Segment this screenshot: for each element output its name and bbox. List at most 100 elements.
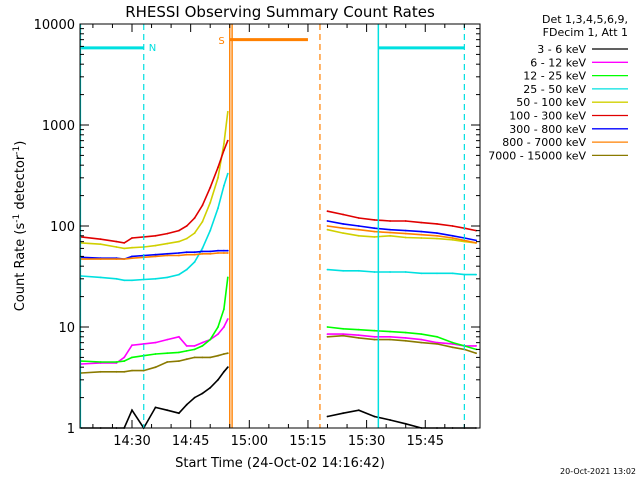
point-800-7000-kev-2-1 — [326, 225, 329, 227]
point-100-300-kev-2-7 — [420, 221, 423, 224]
point-100-300-kev-2-9 — [451, 225, 454, 227]
point-25-50-kev-2-8 — [436, 272, 438, 275]
point-50-100-kev-2-5 — [389, 234, 391, 237]
point-12-25-kev-2-2 — [342, 327, 344, 330]
point-50-100-kev-1-11 — [193, 232, 196, 235]
legend-label-25-50-kev: 25 - 50 keV — [523, 83, 586, 96]
point-800-7000-kev-1-16 — [226, 252, 229, 254]
point-50-100-kev-1-8 — [166, 242, 169, 245]
point-800-7000-kev-1-9 — [178, 254, 180, 257]
point-3-6-kev-1-12 — [201, 392, 204, 395]
point-50-100-kev-2-6 — [404, 236, 407, 239]
point-3-6-kev-1-13 — [209, 386, 212, 389]
legend-header-line-1: Det 1,3,4,5,6,9, — [542, 13, 628, 26]
point-300-800-kev-1-14 — [217, 249, 219, 252]
point-100-300-kev-1-12 — [201, 204, 204, 207]
point-100-300-kev-1-2 — [99, 238, 102, 241]
point-6-12-kev-1-15 — [223, 326, 225, 328]
point-300-800-kev-1-8 — [166, 252, 169, 255]
point-300-800-kev-2-3 — [357, 225, 360, 227]
point-50-100-kev-2-4 — [373, 236, 376, 238]
point-50-100-kev-1-3 — [115, 246, 118, 248]
point-800-7000-kev-2-2 — [342, 227, 344, 230]
point-6-12-kev-1-12 — [201, 341, 204, 344]
point-800-7000-kev-1-4 — [123, 258, 126, 260]
point-800-7000-kev-1-2 — [99, 258, 102, 260]
point-7000-15000-kev-2-11 — [475, 352, 477, 355]
point-3-6-kev-1-5 — [131, 409, 133, 412]
legend-label-7000-15000-kev: 7000 - 15000 keV — [488, 149, 586, 162]
point-7000-15000-kev-1-9 — [178, 360, 180, 362]
point-300-800-kev-2-8 — [436, 232, 438, 235]
point-25-50-kev-2-1 — [326, 268, 329, 271]
legend-label-12-25-kev: 12 - 25 keV — [523, 70, 586, 83]
point-3-6-kev-1-11 — [193, 396, 196, 399]
point-6-12-kev-1-5 — [131, 344, 133, 347]
point-100-300-kev-1-11 — [193, 217, 196, 219]
point-6-12-kev-1-11 — [193, 345, 196, 347]
point-800-7000-kev-2-3 — [357, 228, 360, 231]
point-50-100-kev-1-16 — [226, 110, 229, 113]
point-3-6-kev-1-15 — [223, 370, 225, 373]
point-100-300-kev-1-14 — [217, 166, 219, 169]
point-25-50-kev-2-3 — [357, 269, 360, 272]
point-300-800-kev-1-9 — [178, 252, 180, 254]
legend-label-50-100-kev: 50 - 100 keV — [516, 96, 586, 109]
series-25-50-kev-segment-1 — [81, 173, 229, 282]
point-7000-15000-kev-2-9 — [451, 346, 454, 349]
point-800-7000-kev-2-11 — [475, 242, 477, 244]
point-50-100-kev-1-10 — [185, 237, 188, 240]
point-12-25-kev-1-13 — [209, 338, 212, 341]
point-12-25-kev-1-10 — [185, 350, 188, 352]
point-50-100-kev-2-2 — [342, 232, 344, 235]
point-25-50-kev-1-3 — [115, 277, 118, 280]
point-7000-15000-kev-1-2 — [99, 370, 102, 373]
point-300-800-kev-1-13 — [209, 250, 212, 253]
point-800-7000-kev-2-9 — [451, 237, 454, 239]
point-6-12-kev-2-3 — [357, 334, 360, 337]
point-6-12-kev-2-4 — [373, 335, 376, 338]
point-100-300-kev-2-2 — [342, 213, 344, 216]
point-12-25-kev-1-15 — [223, 308, 225, 311]
point-100-300-kev-1-9 — [178, 229, 180, 232]
point-12-25-kev-1-14 — [217, 326, 219, 328]
point-12-25-kev-1-4 — [123, 360, 126, 362]
point-100-300-kev-2-4 — [373, 219, 376, 221]
series-50-100-kev-segment-1 — [81, 111, 229, 250]
x-tick-label-1: 14:30 — [113, 434, 150, 449]
point-25-50-kev-1-4 — [123, 279, 126, 282]
point-6-12-kev-1-7 — [154, 341, 157, 344]
point-25-50-kev-1-14 — [217, 207, 219, 210]
point-25-50-kev-1-15 — [223, 184, 225, 187]
point-25-50-kev-1-7 — [154, 277, 157, 280]
point-3-6-kev-2-3 — [357, 409, 360, 412]
point-800-7000-kev-1-7 — [154, 255, 157, 258]
point-100-300-kev-1-13 — [209, 186, 212, 189]
axes: 14:30 14:45 15:00 15:15 15:30 15:45 1 10 100 1000… — [34, 18, 480, 449]
point-7000-15000-kev-1-13 — [209, 356, 212, 359]
point-800-7000-kev-1-8 — [166, 254, 169, 257]
point-3-6-kev-2-4 — [373, 415, 376, 418]
point-50-100-kev-2-9 — [451, 238, 454, 241]
point-7000-15000-kev-1-7 — [154, 366, 157, 369]
point-50-100-kev-1-13 — [209, 201, 212, 204]
point-100-300-kev-2-5 — [389, 220, 391, 222]
night-label: N — [149, 43, 156, 54]
point-12-25-kev-2-5 — [389, 330, 391, 333]
point-100-300-kev-1-16 — [226, 139, 229, 142]
point-50-100-kev-1-14 — [217, 176, 219, 179]
legend-label-6-12-kev: 6 - 12 keV — [530, 56, 586, 69]
point-3-6-kev-1-10 — [185, 403, 188, 406]
point-12-25-kev-2-1 — [326, 326, 329, 328]
point-25-50-kev-2-7 — [420, 272, 423, 275]
legend-label-100-300-kev: 100 - 300 keV — [509, 110, 586, 123]
point-12-25-kev-1-3 — [115, 361, 118, 363]
point-7000-15000-kev-1-10 — [185, 358, 188, 361]
point-100-300-kev-1-10 — [185, 225, 188, 227]
point-25-50-kev-2-11 — [475, 273, 477, 276]
point-6-12-kev-1-8 — [166, 338, 169, 341]
legend-label-300-800-kev: 300 - 800 keV — [509, 123, 586, 136]
point-6-12-kev-2-2 — [342, 333, 344, 335]
